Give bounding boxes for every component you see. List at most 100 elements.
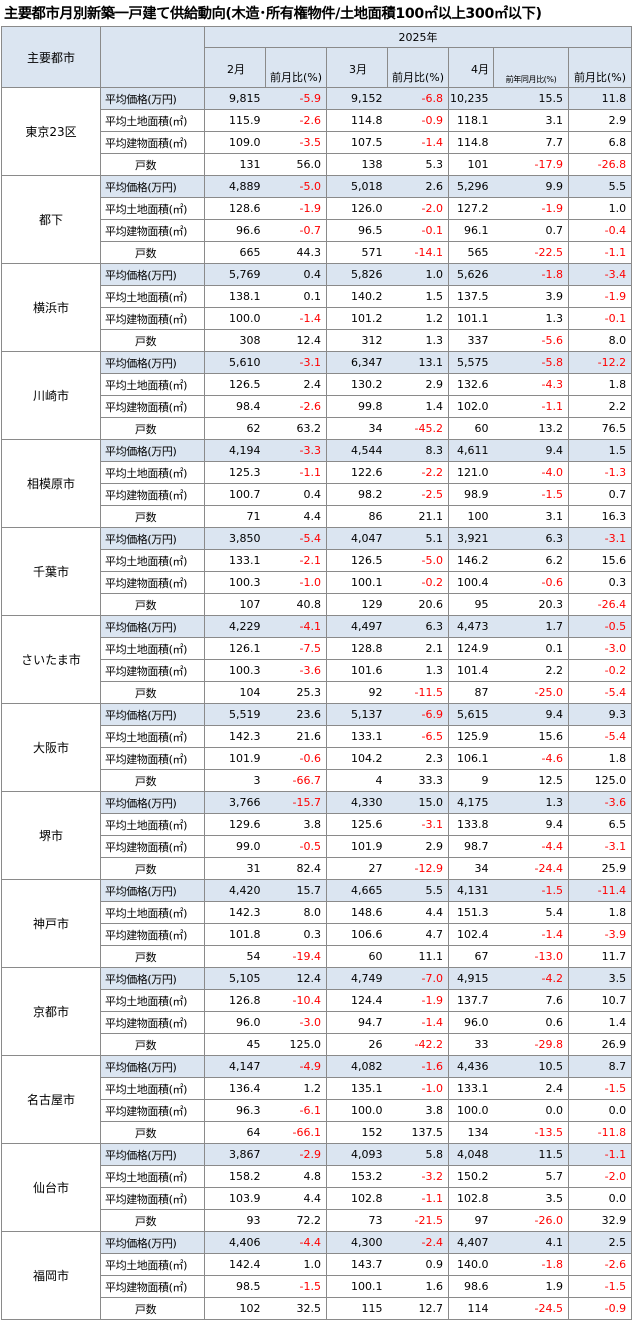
value-cell: 9 [448,769,494,792]
value-cell: 101 [448,153,494,176]
value-cell: 1.7 [493,615,569,638]
yoy-change-header-apr: 前年同月比(%) [493,47,569,88]
metric-label: 平均土地面積(㎡) [100,725,205,748]
value-cell: 125.0 [567,769,632,792]
metric-label: 平均建物面積(㎡) [100,747,205,770]
city-name: 相模原市 [1,439,101,528]
value-cell: 106.1 [448,747,494,770]
metric-label: 戸数 [100,329,205,352]
value-cell: 101.9 [326,835,388,858]
table-row: 平均建物面積(㎡) 98.5 -1.5 100.1 1.6 98.6 1.9 -1.5 [2,1275,632,1298]
table-row: 戸数 3 -66.7 4 33.3 9 12.5 125.0 [2,769,632,792]
year-header: 2025年 [203,26,632,48]
value-cell: 137.7 [448,989,494,1012]
value-cell: 45 [204,1033,266,1056]
value-cell: 6.3 [493,527,569,550]
value-cell: 4,665 [326,879,388,902]
value-cell: 142.3 [204,901,266,924]
value-cell: 1.4 [387,395,449,418]
value-cell: -1.8 [493,263,569,286]
value-cell: 3.1 [493,505,569,528]
table-row: 戸数 308 12.4 312 1.3 337 -5.6 8.0 [2,329,632,352]
value-cell: 9.9 [493,175,569,198]
value-cell: -66.7 [265,769,327,792]
value-cell: -22.5 [493,241,569,264]
value-cell: 9.3 [567,703,632,726]
value-cell: 6.8 [567,131,632,154]
value-cell: -1.0 [387,1077,449,1100]
value-cell: -1.9 [265,197,327,220]
value-cell: 146.2 [448,549,494,572]
table-row: 名古屋市 平均価格(万円) 4,147 -4.9 4,082 -1.6 4,436 10.5 8… [1,1055,632,1144]
value-cell: -17.9 [493,153,569,176]
value-cell: 100.0 [448,1099,494,1122]
value-cell: -5.0 [387,549,449,572]
value-cell: -1.6 [387,1055,449,1078]
value-cell: -1.9 [387,989,449,1012]
value-cell: 153.2 [326,1165,388,1188]
city-name: 神戸市 [1,879,101,968]
value-cell: 140.0 [448,1253,494,1276]
value-cell: -14.1 [387,241,449,264]
value-cell: -1.0 [265,571,327,594]
value-cell: 0.0 [567,1099,632,1122]
metric-label: 戸数 [100,241,205,264]
value-cell: 11.7 [567,945,632,968]
value-cell: 4,047 [326,527,388,550]
value-cell: 9,815 [204,87,266,110]
value-cell: -1.1 [567,241,632,264]
value-cell: 5.3 [387,153,449,176]
metric-label: 平均価格(万円) [100,1143,205,1166]
value-cell: 72.2 [265,1209,327,1232]
table-row: 戸数 64 -66.1 152 137.5 134 -13.5 -11.8 [2,1121,632,1144]
value-cell: 5,296 [448,175,494,198]
value-cell: 12.4 [265,329,327,352]
value-cell: 4,420 [204,879,266,902]
city-name: 千葉市 [1,527,101,616]
value-cell: 126.5 [326,549,388,572]
value-cell: 6,347 [326,351,388,374]
value-cell: -2.2 [387,461,449,484]
value-cell: 133.1 [326,725,388,748]
value-cell: 82.4 [265,857,327,880]
value-cell: -3.0 [265,1011,327,1034]
value-cell: -1.4 [387,131,449,154]
table-row: 平均建物面積(㎡) 98.4 -2.6 99.8 1.4 102.0 -1.1 2.2 [2,395,632,418]
value-cell: 4,915 [448,967,494,990]
value-cell: 104 [204,681,266,704]
value-cell: -5.8 [493,351,569,374]
table-row: 京都市 平均価格(万円) 5,105 12.4 4,749 -7.0 4,915 -4.2 3.… [1,967,632,1056]
value-cell: 1.8 [567,373,632,396]
value-cell: -1.1 [265,461,327,484]
change-header-mar: 前月比(%) [387,47,449,88]
metric-label: 平均価格(万円) [100,967,205,990]
value-cell: 96.0 [448,1011,494,1034]
value-cell: 5,105 [204,967,266,990]
metric-label: 平均建物面積(㎡) [100,219,205,242]
table-row: 大阪市 平均価格(万円) 5,519 23.6 5,137 -6.9 5,615 9.4 9.3 [1,703,632,792]
value-cell: 25.3 [265,681,327,704]
value-cell: -7.5 [265,637,327,660]
value-cell: 128.8 [326,637,388,660]
value-cell: -3.2 [387,1165,449,1188]
value-cell: 4,229 [204,615,266,638]
value-cell: 118.1 [448,109,494,132]
metric-label: 戸数 [100,1209,205,1232]
metric-label: 平均建物面積(㎡) [100,307,205,330]
value-cell: 9,152 [326,87,388,110]
value-cell: 4,147 [204,1055,266,1078]
value-cell: 95 [448,593,494,616]
value-cell: -3.0 [567,637,632,660]
value-cell: 143.7 [326,1253,388,1276]
value-cell: 96.3 [204,1099,266,1122]
table-row: 仙台市 平均価格(万円) 3,867 -2.9 4,093 5.8 4,048 11.5 -1.… [1,1143,632,1232]
value-cell: -5.0 [265,175,327,198]
value-cell: 4,611 [448,439,494,462]
value-cell: -3.6 [265,659,327,682]
value-cell: -1.5 [493,879,569,902]
value-cell: 100.7 [204,483,266,506]
table-row: 平均土地面積(㎡) 142.4 1.0 143.7 0.9 140.0 -1.8 -2.6 [2,1253,632,1276]
value-cell: 137.5 [387,1121,449,1144]
metric-label: 平均価格(万円) [100,703,205,726]
value-cell: -26.4 [567,593,632,616]
